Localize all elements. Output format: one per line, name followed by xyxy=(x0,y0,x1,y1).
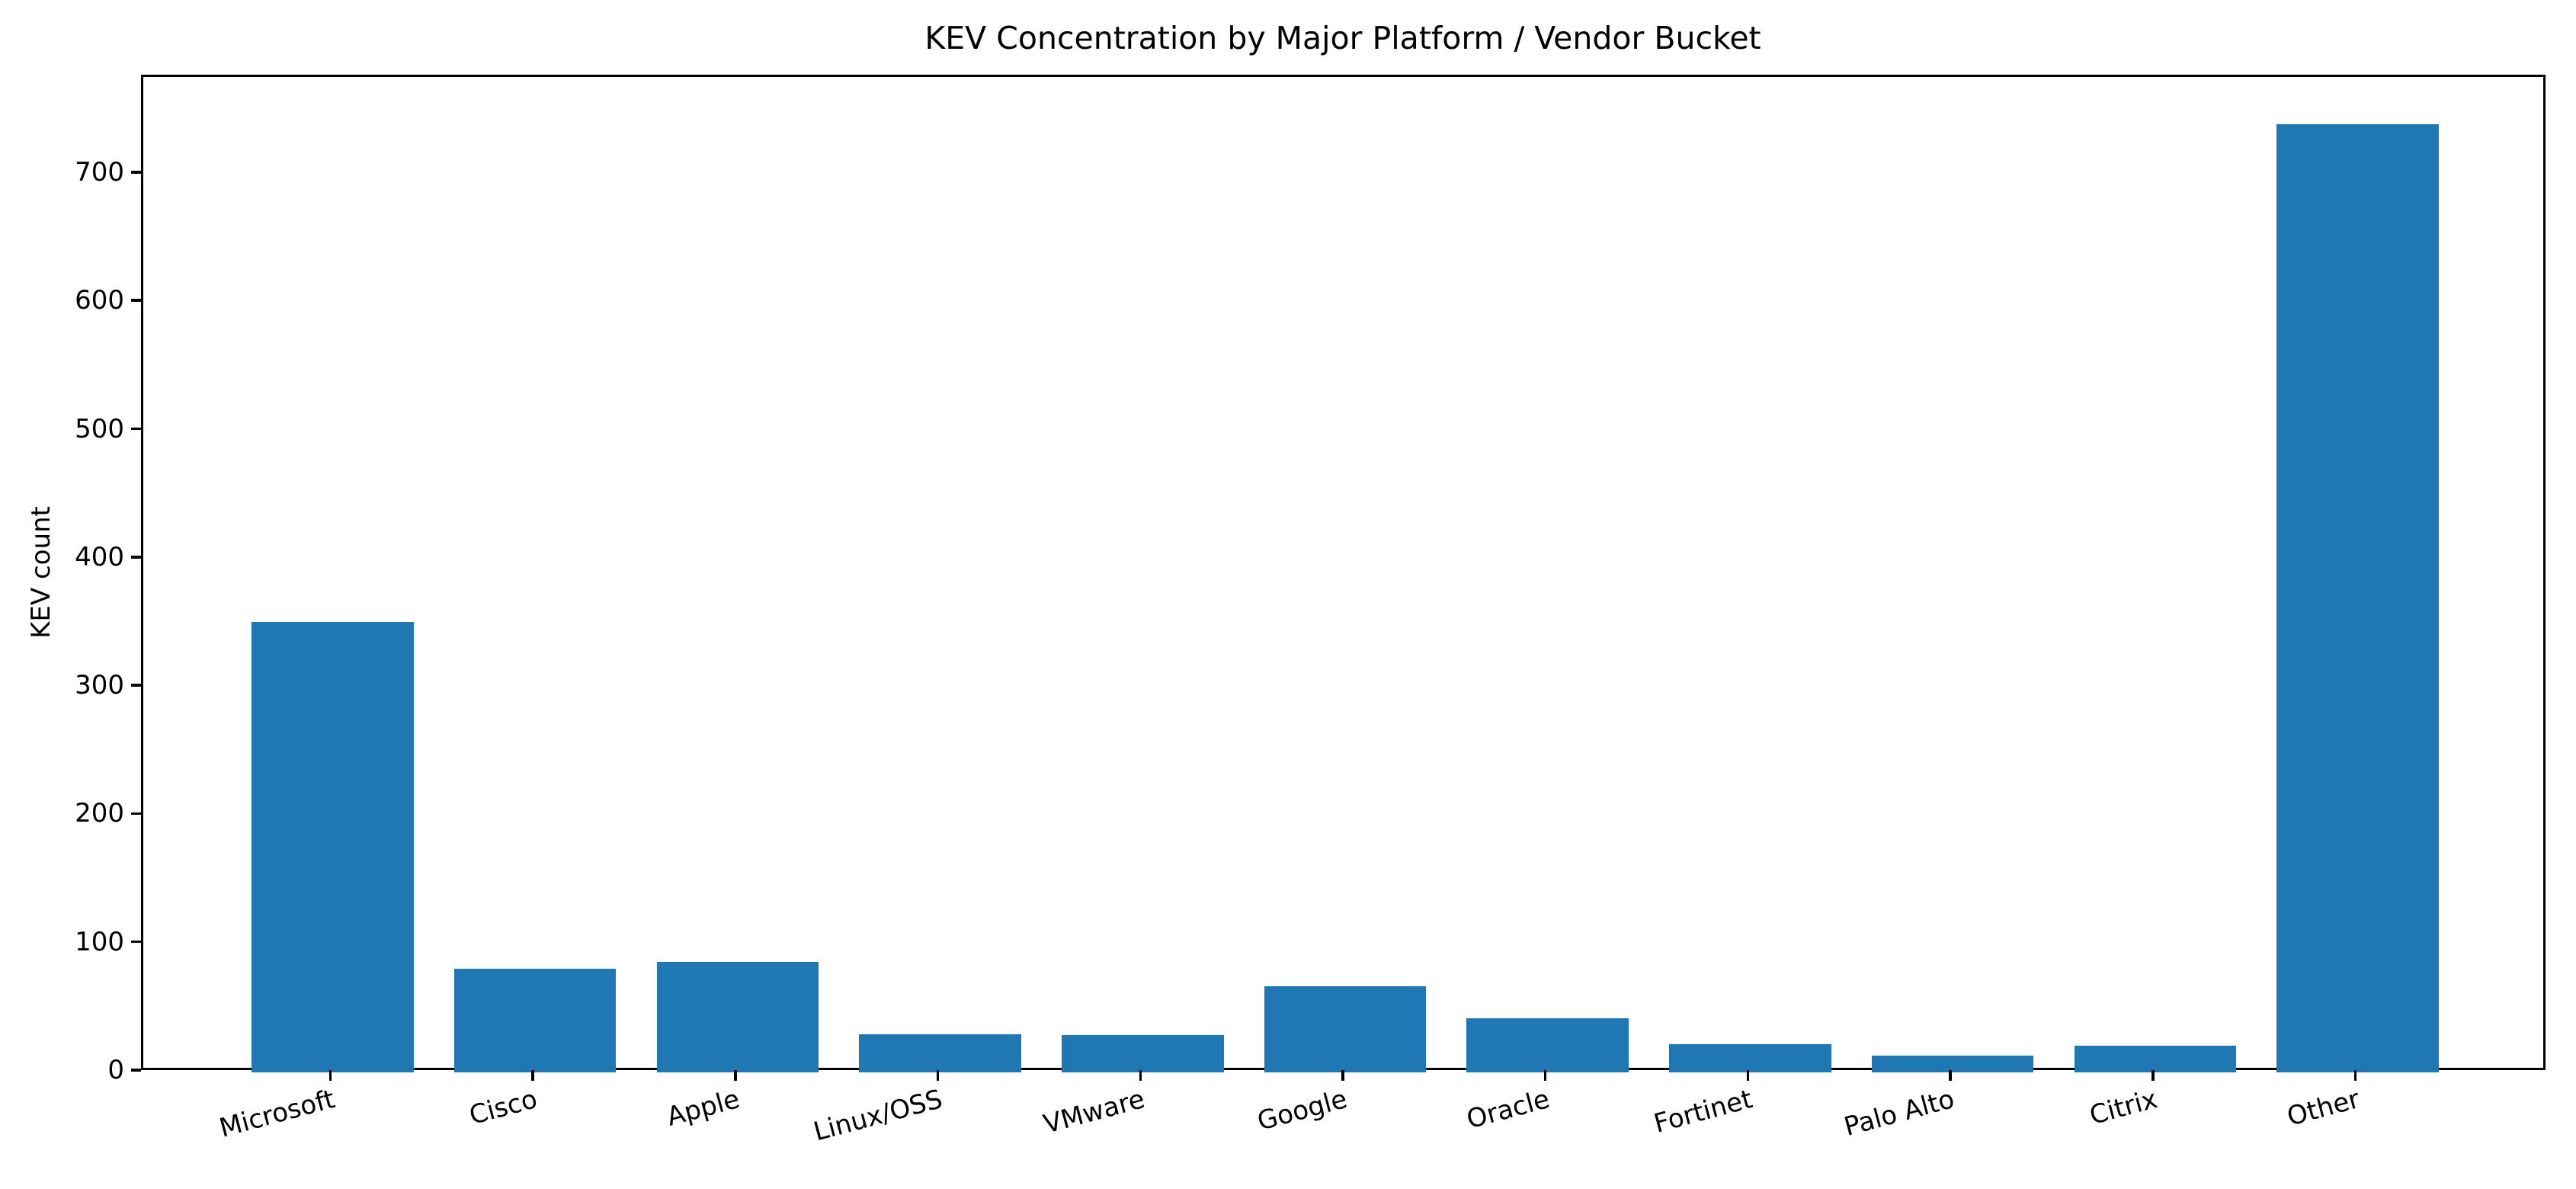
x-tick-label: Citrix xyxy=(2086,1084,2161,1132)
bar xyxy=(453,968,617,1072)
x-tick-mark xyxy=(1746,1070,1750,1081)
y-tick-label: 400 xyxy=(75,541,124,572)
x-tick-label: Cisco xyxy=(466,1084,541,1132)
y-tick-label: 300 xyxy=(75,670,124,701)
x-tick-label: VMware xyxy=(1040,1084,1149,1140)
x-tick-mark xyxy=(936,1070,940,1081)
x-tick-label: Other xyxy=(2283,1084,2363,1133)
y-tick-mark xyxy=(131,684,141,687)
y-tick-label: 0 xyxy=(107,1055,124,1085)
y-tick-label: 500 xyxy=(75,413,124,444)
y-tick-mark xyxy=(131,812,141,816)
y-tick-mark xyxy=(131,427,141,431)
bar xyxy=(1871,1056,2034,1072)
x-tick-label: Palo Alto xyxy=(1841,1084,1958,1143)
x-tick-mark xyxy=(1949,1070,1952,1081)
x-tick-mark xyxy=(1139,1070,1142,1081)
y-tick-label: 100 xyxy=(75,926,124,957)
bar xyxy=(1062,1035,1224,1072)
x-tick-mark xyxy=(2353,1070,2357,1081)
bar xyxy=(2276,124,2439,1072)
y-tick-label: 600 xyxy=(75,285,124,316)
bar xyxy=(1466,1018,1629,1072)
y-tick-mark xyxy=(131,299,141,302)
x-tick-mark xyxy=(2151,1070,2155,1081)
y-tick-mark xyxy=(131,940,141,944)
x-tick-mark xyxy=(531,1070,534,1081)
bar xyxy=(2074,1045,2237,1072)
bar xyxy=(656,962,819,1072)
y-axis-label: KEV count xyxy=(26,506,56,639)
x-tick-mark xyxy=(1543,1070,1547,1081)
x-tick-label: Apple xyxy=(663,1084,743,1133)
chart-title: KEV Concentration by Major Platform / Ve… xyxy=(924,20,1761,56)
y-tick-mark xyxy=(131,1069,141,1072)
x-tick-mark xyxy=(734,1070,737,1081)
bar xyxy=(859,1034,1021,1072)
y-tick-label: 700 xyxy=(75,156,124,187)
x-tick-label: Google xyxy=(1254,1084,1350,1137)
bar xyxy=(252,622,414,1072)
y-tick-label: 200 xyxy=(75,798,124,829)
bar xyxy=(1669,1043,1831,1072)
x-tick-label: Oracle xyxy=(1463,1084,1553,1136)
y-tick-mark xyxy=(131,171,141,174)
x-tick-label: Linux/OSS xyxy=(809,1084,946,1148)
x-tick-label: Fortinet xyxy=(1650,1084,1756,1139)
x-tick-mark xyxy=(1341,1070,1344,1081)
x-tick-label: Microsoft xyxy=(216,1084,338,1144)
bar xyxy=(1264,986,1427,1072)
plot-area xyxy=(141,75,2546,1072)
x-tick-mark xyxy=(328,1070,332,1081)
y-tick-mark xyxy=(131,556,141,559)
